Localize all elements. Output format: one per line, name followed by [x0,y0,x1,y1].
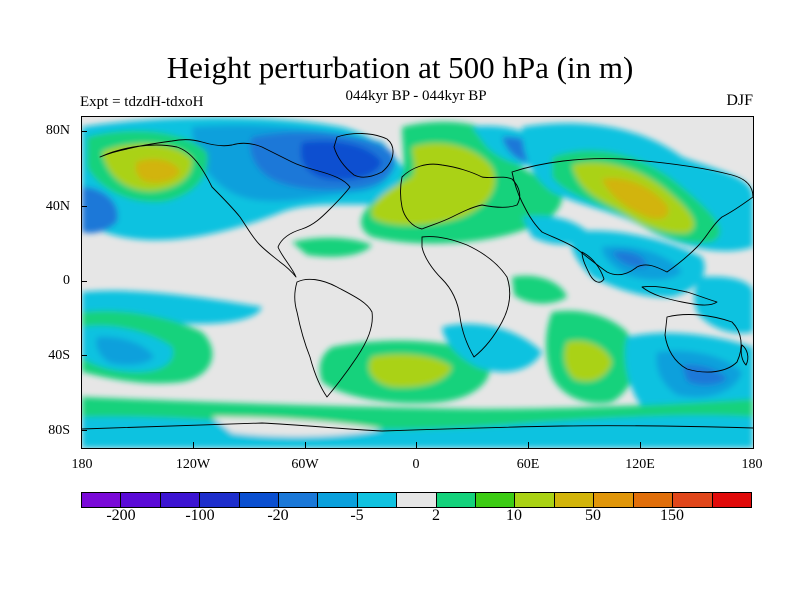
lon-label-0: 0 [412,457,420,472]
colorbar-label: 150 [660,507,684,524]
colorbar-swatch [712,493,751,507]
colorbar-label: 50 [585,507,601,524]
colorbar-swatch [554,493,595,507]
lat-label-80s: 80S [48,423,70,438]
coastline-asia [511,158,753,276]
lon-label-60w: 60W [291,457,319,472]
colorbar-swatch [673,493,713,507]
negative-anomaly-subantarctic-atlantic [442,323,542,372]
colorbar-swatch [436,493,477,507]
lat-label-40n: 40N [45,199,70,214]
coastline-greenland [333,133,394,178]
positive-anomaly-indian-patch [512,275,567,304]
colorbar-swatch [82,493,122,507]
neutral-antarctic-edge [212,417,382,437]
coastline-new-zealand [740,344,749,366]
colorbar-swatch [515,493,555,507]
lat-tick [81,355,87,356]
lon-label-180w: 180 [71,457,93,472]
negative-anomaly-south-australia-deep [682,364,727,386]
experiment-label: Expt = tdzdH-tdxoH [80,94,204,110]
coastline-south-america [294,278,373,398]
height-field-map [82,117,753,448]
contour-fill-layer [82,117,753,448]
coastline-africa [421,236,511,358]
positive-anomaly-south-atlantic-inner [368,354,452,388]
positive-anomaly-europe-inner [371,143,496,226]
positive-anomaly-alaska-core [135,159,180,183]
lon-label-120w: 120W [175,457,211,472]
colorbar [81,492,752,508]
coastline-europe [400,163,521,230]
negative-anomaly-southeast-asia [612,251,647,268]
colorbar-label: 2 [432,507,440,524]
lon-label-180e: 180 [741,457,763,472]
lat-label-40s: 40S [48,348,70,363]
colorbar-label: -5 [350,507,364,524]
colorbar-swatch [357,493,398,507]
coastline-north-america [99,139,351,278]
negative-anomaly-greenland-core [300,140,382,180]
colorbar-swatch [633,493,674,507]
colorbar-swatch [397,493,437,507]
coastline-antarctica [82,422,753,432]
lon-tick [193,442,194,448]
negative-anomaly-south-pacific-core [96,336,154,365]
colorbar-label: -100 [185,507,215,524]
lon-tick [640,442,641,448]
map-panel [81,116,754,449]
lat-tick [81,281,87,282]
plot-title: Height perturbation at 500 hPa (in m) [166,50,634,85]
lat-tick [81,131,87,132]
positive-anomaly-asia-core [602,178,669,219]
colorbar-swatch [594,493,634,507]
lat-tick [81,206,87,207]
lon-tick [416,442,417,448]
negative-anomaly-tropical-pacific [694,276,753,334]
positive-anomaly-subtropical-atlantic [292,237,372,257]
colorbar-label: 10 [506,507,522,524]
coastline-australia [664,314,742,373]
colorbar-swatch [239,493,280,507]
coastline-india [581,251,605,283]
coastlines [82,133,753,432]
lat-tick [81,430,87,431]
lon-label-60e: 60E [516,457,540,472]
lat-label-equator: 0 [63,273,70,288]
negative-anomaly-west-pacific [82,187,118,234]
lat-label-80n: 80N [45,123,70,138]
colorbar-label: -200 [106,507,136,524]
colorbar-swatch [318,493,358,507]
colorbar-swatch [121,493,161,507]
colorbar-swatch [200,493,240,507]
lon-tick [305,442,306,448]
colorbar-swatch [279,493,319,507]
colorbar-swatch [160,493,201,507]
positive-anomaly-south-indian-inner [564,340,612,382]
colorbar-swatch [476,493,516,507]
plot-subtitle: 044kyr BP - 044kyr BP [345,88,487,104]
lon-label-120e: 120E [625,457,655,472]
coastline-indonesia [641,286,718,306]
season-label: DJF [726,92,753,109]
lon-tick [528,442,529,448]
colorbar-label: -20 [267,507,289,524]
